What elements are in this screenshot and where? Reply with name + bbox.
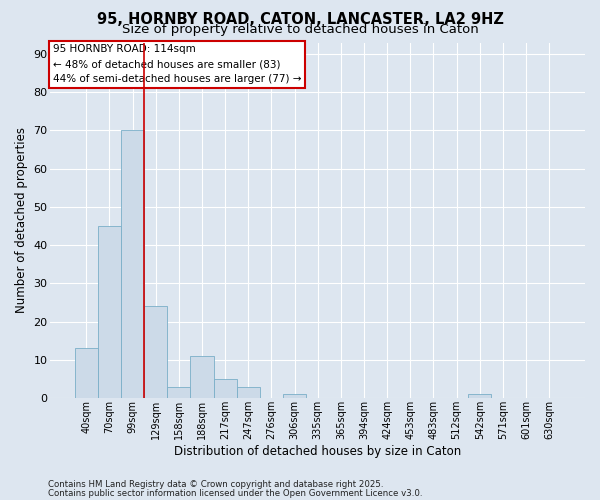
Bar — [283, 394, 306, 398]
Text: 95, HORNBY ROAD, CATON, LANCASTER, LA2 9HZ: 95, HORNBY ROAD, CATON, LANCASTER, LA2 9… — [97, 12, 503, 28]
Bar — [214, 379, 237, 398]
Text: Size of property relative to detached houses in Caton: Size of property relative to detached ho… — [122, 22, 478, 36]
Bar — [75, 348, 98, 398]
X-axis label: Distribution of detached houses by size in Caton: Distribution of detached houses by size … — [174, 444, 461, 458]
Bar — [144, 306, 167, 398]
Text: Contains public sector information licensed under the Open Government Licence v3: Contains public sector information licen… — [48, 488, 422, 498]
Bar — [167, 386, 190, 398]
Bar — [468, 394, 491, 398]
Bar — [98, 226, 121, 398]
Text: Contains HM Land Registry data © Crown copyright and database right 2025.: Contains HM Land Registry data © Crown c… — [48, 480, 383, 489]
Y-axis label: Number of detached properties: Number of detached properties — [15, 128, 28, 314]
Bar — [121, 130, 144, 398]
Bar — [190, 356, 214, 398]
Bar — [237, 386, 260, 398]
Text: 95 HORNBY ROAD: 114sqm
← 48% of detached houses are smaller (83)
44% of semi-det: 95 HORNBY ROAD: 114sqm ← 48% of detached… — [53, 44, 302, 84]
